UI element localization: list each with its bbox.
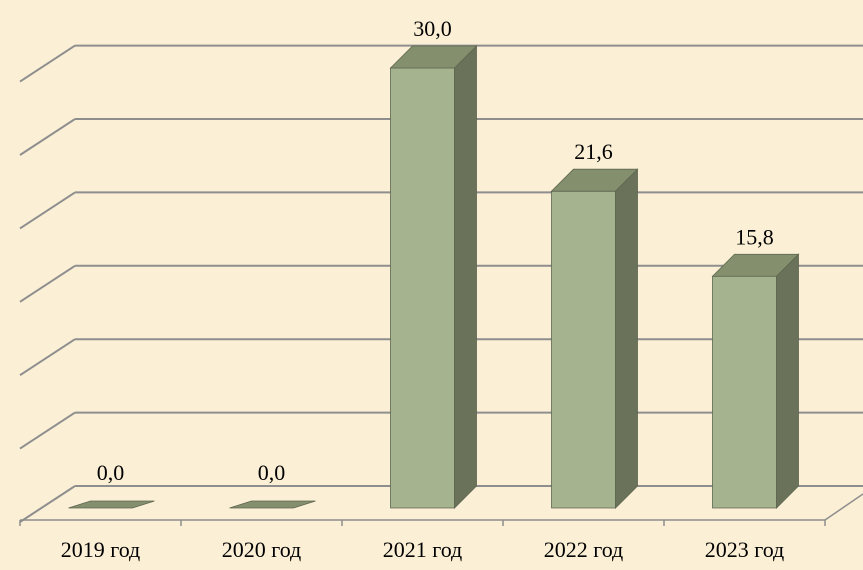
bars [68, 45, 800, 509]
data-label: 0,0 [97, 460, 125, 485]
x-tick-label: 2019 год [61, 537, 141, 562]
bar [68, 500, 155, 509]
data-labels: 0,0 0,0 30,0 21,6 15,8 [97, 16, 774, 485]
bar [711, 253, 800, 509]
bar-top [711, 253, 800, 277]
bar-side [615, 168, 638, 509]
x-tick-label: 2020 год [222, 537, 302, 562]
x-axis [19, 493, 863, 526]
bar-side [454, 45, 477, 509]
bar [389, 45, 478, 509]
data-label: 21,6 [574, 139, 613, 164]
data-label: 15,8 [735, 224, 774, 249]
bar-front [390, 67, 455, 509]
data-label: 30,0 [413, 16, 452, 41]
x-tick-label: 2021 год [383, 537, 463, 562]
bar [229, 500, 316, 509]
x-tick-labels: 2019 год 2020 год 2021 год 2022 год 2023 год [61, 537, 785, 562]
bar-front [551, 190, 616, 509]
bar-top [550, 168, 639, 192]
x-tick-label: 2023 год [705, 537, 785, 562]
bar [550, 168, 639, 509]
bar-top [68, 500, 155, 509]
bar-top [389, 45, 478, 69]
bar-top [229, 500, 316, 509]
bar-front [712, 275, 777, 509]
data-label: 0,0 [258, 460, 286, 485]
floor-right-edge [824, 493, 863, 521]
bar-side [776, 253, 799, 509]
x-tick-label: 2022 год [544, 537, 624, 562]
